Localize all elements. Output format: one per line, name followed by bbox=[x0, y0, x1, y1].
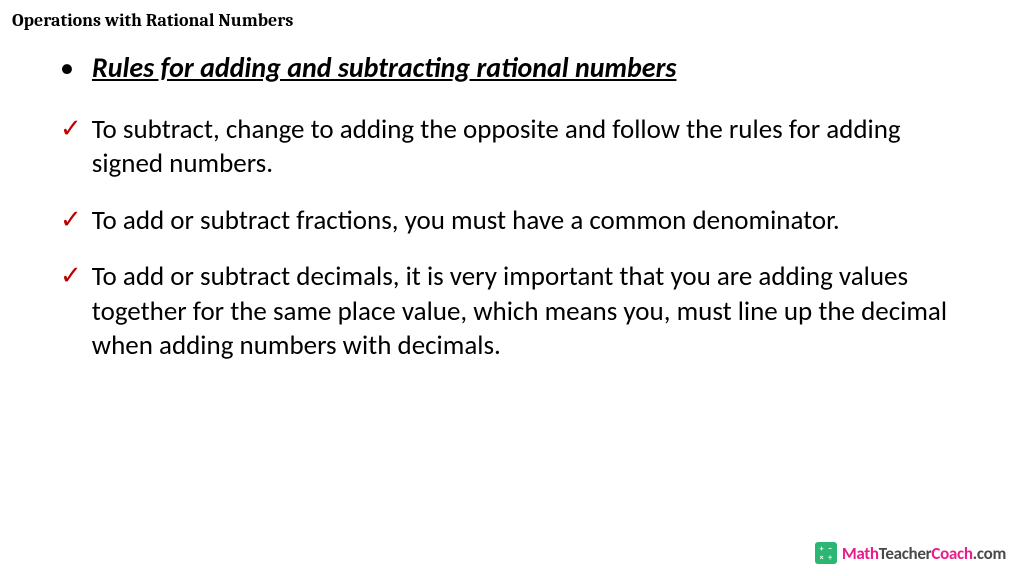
logo-symbol: ÷ bbox=[826, 554, 834, 562]
check-icon: ✓ bbox=[60, 260, 82, 291]
rule-item: ✓ To add or subtract decimals, it is ver… bbox=[60, 260, 974, 364]
check-icon: ✓ bbox=[60, 113, 82, 144]
logo-text: MathTeacherCoach.com bbox=[842, 543, 1006, 564]
logo-icon: + − × ÷ bbox=[815, 542, 837, 564]
logo-word-teacher: Teacher bbox=[879, 543, 932, 564]
footer-logo: + − × ÷ MathTeacherCoach.com bbox=[815, 542, 1006, 564]
bullet-icon: • bbox=[60, 51, 74, 85]
rule-text: To subtract, change to adding the opposi… bbox=[92, 113, 974, 182]
slide-header: Operations with Rational Numbers bbox=[0, 0, 1024, 31]
title-row: • Rules for adding and subtracting ratio… bbox=[60, 51, 974, 85]
rule-text: To add or subtract fractions, you must h… bbox=[92, 204, 840, 239]
logo-word-coach: Coach bbox=[931, 543, 972, 564]
logo-symbol: × bbox=[818, 554, 826, 562]
section-title: Rules for adding and subtracting rationa… bbox=[92, 51, 677, 85]
check-icon: ✓ bbox=[60, 204, 82, 235]
logo-word-math: Math bbox=[842, 543, 879, 564]
rule-text: To add or subtract decimals, it is very … bbox=[92, 260, 974, 364]
rule-item: ✓ To subtract, change to adding the oppo… bbox=[60, 113, 974, 182]
rule-item: ✓ To add or subtract fractions, you must… bbox=[60, 204, 974, 239]
slide-content: • Rules for adding and subtracting ratio… bbox=[0, 31, 1024, 364]
logo-domain: .com bbox=[973, 543, 1006, 564]
logo-symbol: + bbox=[818, 545, 826, 553]
logo-symbol: − bbox=[826, 545, 834, 553]
